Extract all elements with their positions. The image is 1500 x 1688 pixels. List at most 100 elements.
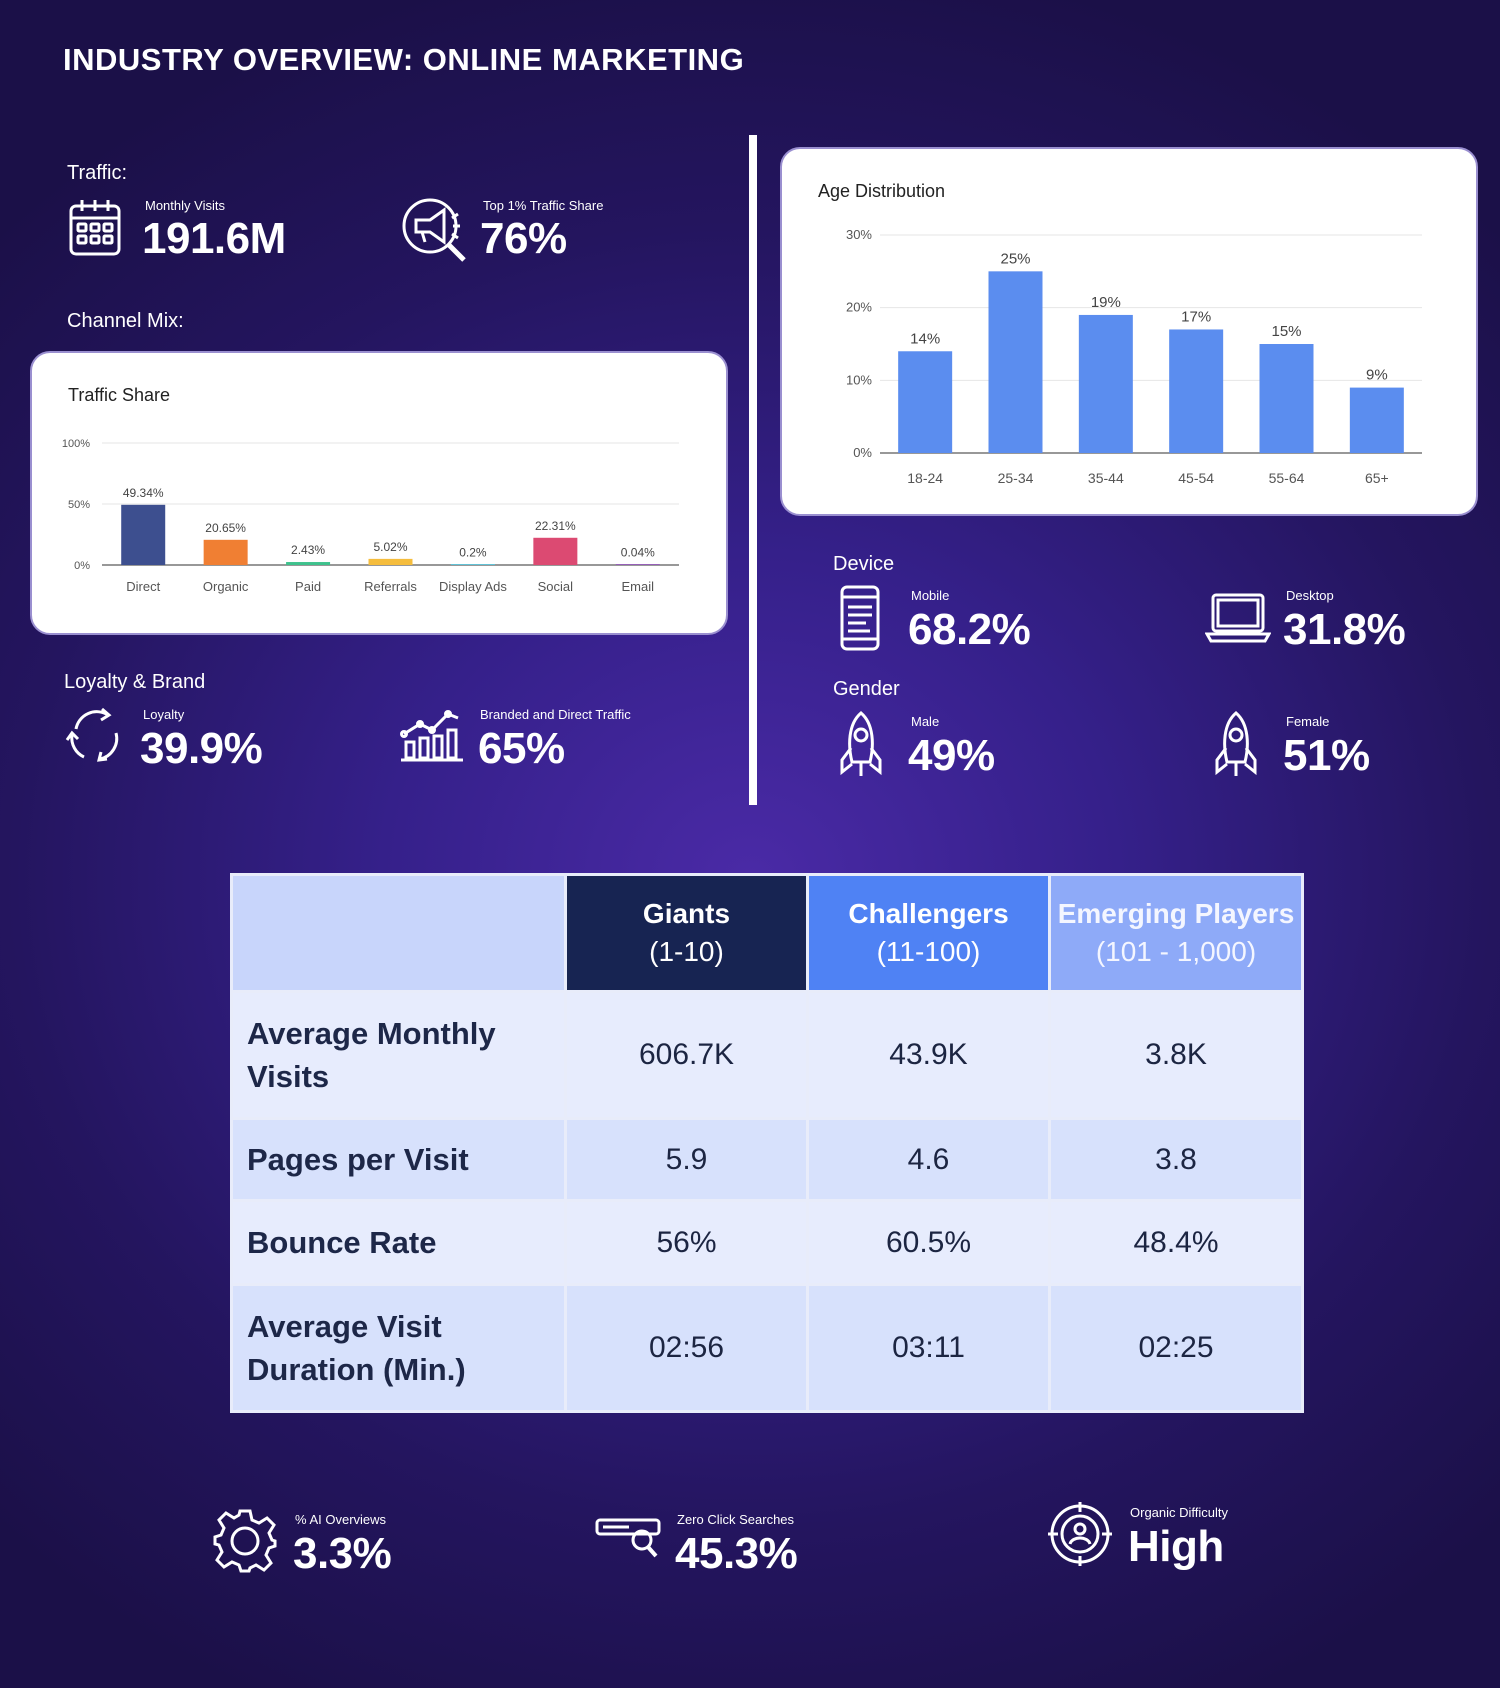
table-row: Bounce Rate 56% 60.5% 48.4% — [230, 1199, 1304, 1286]
header-giants-name: Giants — [642, 898, 731, 930]
calendar-icon — [68, 198, 122, 258]
loyalty-brand-label: Loyalty & Brand — [64, 671, 206, 693]
device-label: Device — [833, 553, 895, 575]
data-label: 20.65% — [205, 521, 246, 535]
data-label: 17% — [1181, 308, 1211, 325]
page-title: INDUSTRY OVERVIEW: ONLINE MARKETING — [63, 42, 745, 77]
table-cell: 606.7K — [564, 990, 809, 1120]
table-cell: 60.5% — [806, 1199, 1051, 1286]
organic-difficulty-value: High — [1128, 1522, 1224, 1571]
column-divider — [749, 135, 757, 805]
rocket-female-icon — [1213, 710, 1259, 778]
traffic-section-label: Traffic: — [67, 162, 128, 184]
table-cell: 5.9 — [564, 1117, 809, 1202]
bar-display-ads — [450, 564, 495, 565]
table-cell: 3.8K — [1048, 990, 1304, 1120]
header-challengers-name: Challengers — [848, 898, 1009, 930]
data-label: 2.43% — [291, 543, 325, 557]
organic-difficulty-label: Organic Difficulty — [1130, 1505, 1229, 1520]
branded-value: 65% — [478, 724, 565, 773]
data-label: 14% — [910, 330, 940, 347]
top-share-label: Top 1% Traffic Share — [483, 198, 604, 213]
table-row: Average Visit Duration (Min.) 02:56 03:1… — [230, 1283, 1304, 1413]
header-emerging-range: (101 - 1,000) — [1095, 936, 1257, 967]
y-tick-label: 100% — [62, 438, 90, 450]
male-value: 49% — [908, 731, 995, 780]
header-giants: Giants (1-10) — [564, 873, 809, 993]
bar-social — [533, 537, 578, 565]
table-row: Pages per Visit 5.9 4.6 3.8 — [230, 1117, 1304, 1202]
female-value: 51% — [1283, 731, 1370, 780]
header-challengers-range: (11-100) — [876, 936, 981, 967]
y-tick-label: 0% — [853, 445, 872, 460]
rocket-male-icon — [838, 710, 884, 778]
target-user-icon — [1048, 1502, 1112, 1566]
x-tick-label: Direct — [126, 579, 160, 594]
table-cell: 43.9K — [806, 990, 1051, 1120]
y-tick-label: 50% — [68, 499, 90, 511]
x-tick-label: Social — [538, 579, 574, 594]
header-challengers: Challengers (11-100) — [806, 873, 1051, 993]
x-tick-label: 18-24 — [907, 470, 943, 486]
bar-referrals — [368, 558, 413, 565]
row-label: Average Visit Duration (Min.) — [230, 1283, 567, 1413]
table-cell: 3.8 — [1048, 1117, 1304, 1202]
zero-click-label: Zero Click Searches — [677, 1512, 795, 1527]
age-distribution-card: Age Distribution 0% 10% 20% 30% 14% 18-24 25% 2… — [780, 147, 1478, 516]
table-row: Average Monthly Visits 606.7K 43.9K 3.8K — [230, 990, 1304, 1120]
laptop-icon — [1205, 592, 1271, 644]
monthly-visits-value: 191.6M — [142, 214, 286, 263]
data-label: 0.2% — [459, 545, 487, 559]
megaphone-search-icon — [400, 196, 468, 264]
y-tick-label: 20% — [846, 300, 872, 315]
table-cell: 4.6 — [806, 1117, 1051, 1202]
bar-35-44 — [1078, 314, 1133, 453]
row-label: Average Monthly Visits — [230, 990, 567, 1120]
data-label: 0.04% — [621, 545, 655, 559]
female-label: Female — [1286, 714, 1330, 729]
header-emerging-name: Emerging Players — [1057, 898, 1295, 930]
zero-click-value: 45.3% — [675, 1529, 798, 1578]
bar-45-54 — [1169, 329, 1224, 453]
bar-growth-icon — [400, 708, 464, 764]
traffic-share-chart: 0% 50% 100% 49.34% Direct 20.65% Organic 2.43% P… — [62, 438, 679, 594]
header-giants-range: (1-10) — [649, 936, 724, 967]
bar-paid — [286, 562, 331, 565]
bar-direct — [121, 504, 166, 565]
ai-overviews-value: 3.3% — [293, 1529, 392, 1578]
age-distribution-chart: 0% 10% 20% 30% 14% 18-24 25% 25-34 19% 35-44 17% 45… — [846, 227, 1422, 486]
data-label: 49.34% — [123, 486, 164, 500]
mobile-value: 68.2% — [908, 605, 1031, 654]
data-label: 19% — [1091, 294, 1121, 311]
x-tick-label: Display Ads — [439, 579, 507, 594]
loyalty-label: Loyalty — [143, 707, 185, 722]
x-tick-label: 35-44 — [1088, 470, 1124, 486]
table-cell: 48.4% — [1048, 1199, 1304, 1286]
row-label: Bounce Rate — [230, 1199, 567, 1286]
bar-55-64 — [1259, 344, 1314, 453]
data-label: 9% — [1366, 367, 1388, 384]
monthly-visits-label: Monthly Visits — [145, 198, 225, 213]
mobile-phone-icon — [840, 585, 880, 651]
desktop-value: 31.8% — [1283, 605, 1406, 654]
table-cell: 56% — [564, 1199, 809, 1286]
age-distribution-title: Age Distribution — [818, 181, 946, 201]
y-tick-label: 0% — [74, 560, 90, 572]
x-tick-label: 55-64 — [1269, 470, 1305, 486]
bar-organic — [203, 539, 248, 565]
bar-18-24 — [898, 351, 953, 453]
data-label: 15% — [1271, 323, 1301, 340]
branded-label: Branded and Direct Traffic — [480, 707, 631, 722]
traffic-share-title: Traffic Share — [68, 385, 171, 405]
desktop-label: Desktop — [1286, 588, 1334, 603]
male-label: Male — [911, 714, 940, 729]
x-tick-label: Email — [622, 579, 655, 594]
data-label: 5.02% — [373, 540, 407, 554]
row-label: Pages per Visit — [230, 1117, 567, 1202]
data-label: 25% — [1000, 250, 1030, 267]
channel-mix-label: Channel Mix: — [67, 310, 184, 332]
benchmark-table: Giants (1-10) Challengers (11-100) Emergin… — [230, 873, 1304, 1413]
table-corner-cell — [230, 873, 567, 993]
x-tick-label: 45-54 — [1178, 470, 1214, 486]
table-cell: 02:25 — [1048, 1283, 1304, 1413]
